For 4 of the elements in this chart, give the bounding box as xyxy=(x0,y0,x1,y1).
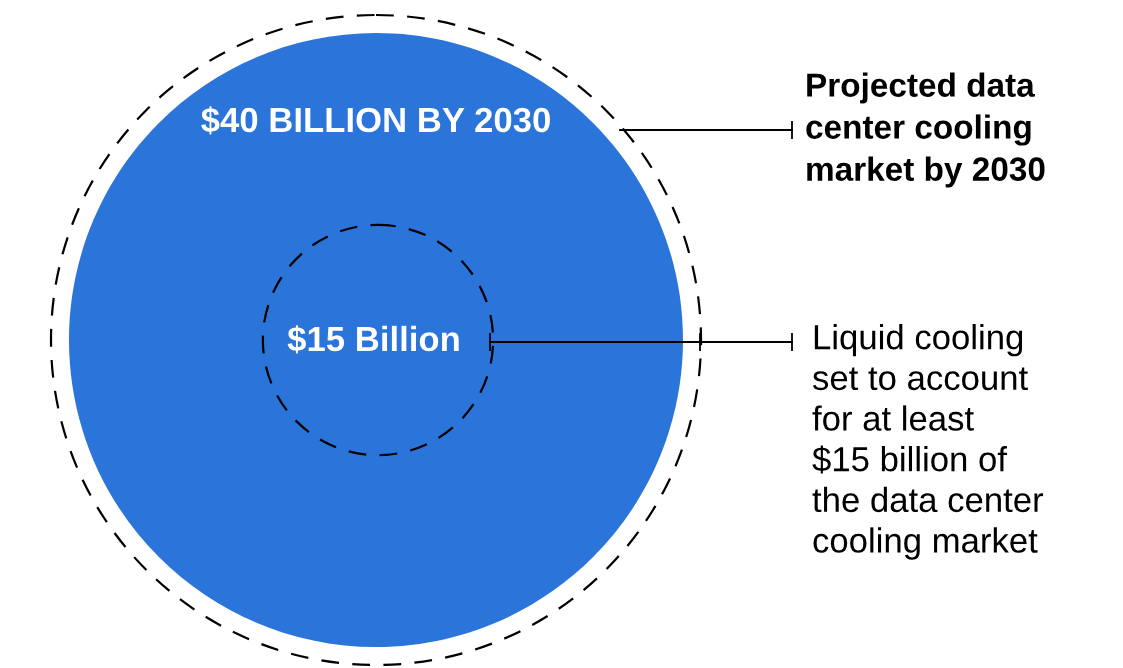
text: Projected data center cooling market by 2030 xyxy=(806,72,1045,188)
data-label: $15 Billion xyxy=(287,325,459,354)
text: Liquid cooling set to account for at least $15 billion of the data center cooling market xyxy=(812,324,1044,560)
data-label: $40 BILLION BY 2030 xyxy=(201,106,550,135)
